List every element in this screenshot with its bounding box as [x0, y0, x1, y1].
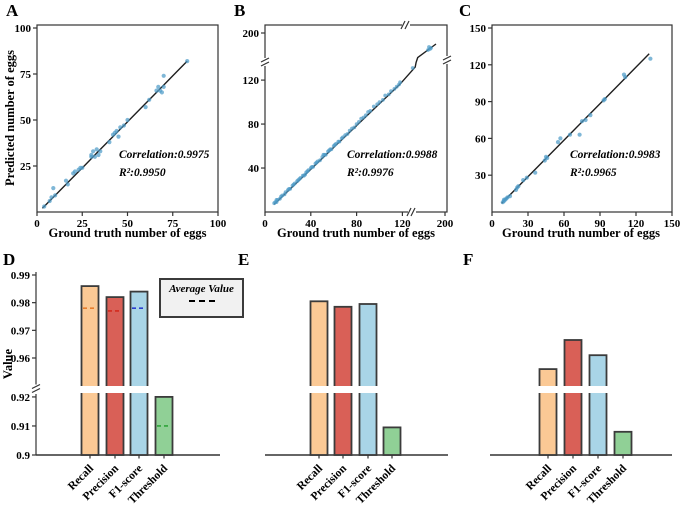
svg-text:120: 120: [628, 218, 645, 230]
svg-text:0.96: 0.96: [11, 353, 31, 365]
panel-d-letter: D: [3, 250, 16, 269]
svg-text:60: 60: [475, 133, 487, 145]
svg-text:0: 0: [262, 218, 268, 230]
panel-a-r2-text: R²:0.9950: [119, 167, 166, 179]
panel-a-yaxis-title: Predicted number of eggs: [3, 50, 17, 186]
dashed-line-icon: [188, 300, 215, 302]
svg-text:80: 80: [248, 119, 260, 131]
svg-text:100: 100: [15, 23, 32, 35]
svg-text:25: 25: [77, 218, 89, 230]
svg-text:150: 150: [470, 23, 487, 35]
svg-text:25: 25: [20, 161, 32, 173]
svg-text:90: 90: [595, 218, 607, 230]
panel-c-letter: C: [459, 1, 472, 20]
svg-text:150: 150: [664, 218, 681, 230]
svg-text:0.98: 0.98: [11, 298, 31, 310]
svg-text:200: 200: [243, 28, 260, 40]
svg-text:75: 75: [167, 218, 179, 230]
panel-d-yaxis-title: Value: [1, 348, 15, 380]
svg-text:30: 30: [475, 170, 487, 182]
panel-a-xaxis-title: Ground truth number of eggs: [48, 226, 207, 240]
svg-text:100: 100: [210, 218, 227, 230]
svg-text:90: 90: [475, 97, 487, 109]
panel-a-plot: 0 25 50 75 100 25 50 75 100: [15, 23, 227, 230]
svg-text:40: 40: [248, 163, 260, 175]
panel-b-xaxis-title: Ground truth number of eggs: [277, 226, 435, 240]
panel-c-correlation-text: Correlation:0.9983: [570, 149, 661, 161]
svg-text:200: 200: [437, 218, 454, 230]
svg-text:0.92: 0.92: [11, 392, 31, 404]
panel-c-plot: 0 30 60 90 120 150 30 60 90 120 150: [470, 23, 681, 230]
panel-a-letter: A: [6, 1, 19, 20]
panel-e-letter: E: [238, 250, 250, 269]
svg-text:60: 60: [559, 218, 571, 230]
svg-text:30: 30: [523, 218, 535, 230]
panel-a-annotation: Correlation:0.9975 R²:0.9950: [119, 146, 209, 182]
svg-text:0.9: 0.9: [16, 450, 30, 462]
panel-c-annotation: Correlation:0.9983 R²:0.9965: [570, 146, 660, 182]
svg-text:50: 50: [122, 218, 134, 230]
panel-b-plot: 0 40 80 120 200 40 80 120 200: [243, 20, 454, 230]
svg-text:40: 40: [305, 218, 317, 230]
panel-b-letter: B: [234, 1, 246, 20]
svg-text:75: 75: [20, 69, 32, 81]
svg-text:120: 120: [243, 75, 260, 87]
svg-text:0.99: 0.99: [11, 270, 31, 282]
svg-text:80: 80: [351, 218, 363, 230]
svg-text:50: 50: [20, 115, 32, 127]
panel-a-correlation-text: Correlation:0.9975: [119, 149, 210, 161]
panel-c-xaxis-title: Ground truth number of eggs: [502, 226, 660, 240]
svg-text:0: 0: [34, 218, 40, 230]
svg-text:0.97: 0.97: [11, 325, 31, 337]
panel-b-r2-text: R²:0.9976: [347, 167, 394, 179]
svg-text:0: 0: [489, 218, 495, 230]
svg-text:120: 120: [394, 218, 411, 230]
legend-label: Average Value: [169, 283, 234, 295]
panel-b-annotation: Correlation:0.9988 R²:0.9976: [347, 146, 437, 182]
svg-text:120: 120: [470, 60, 487, 72]
average-value-legend: Average Value: [159, 278, 244, 318]
svg-text:0.91: 0.91: [11, 421, 30, 433]
panel-f-letter: F: [463, 250, 474, 269]
panel-c-r2-text: R²:0.9965: [570, 167, 617, 179]
panel-b-correlation-text: Correlation:0.9988: [347, 149, 438, 161]
